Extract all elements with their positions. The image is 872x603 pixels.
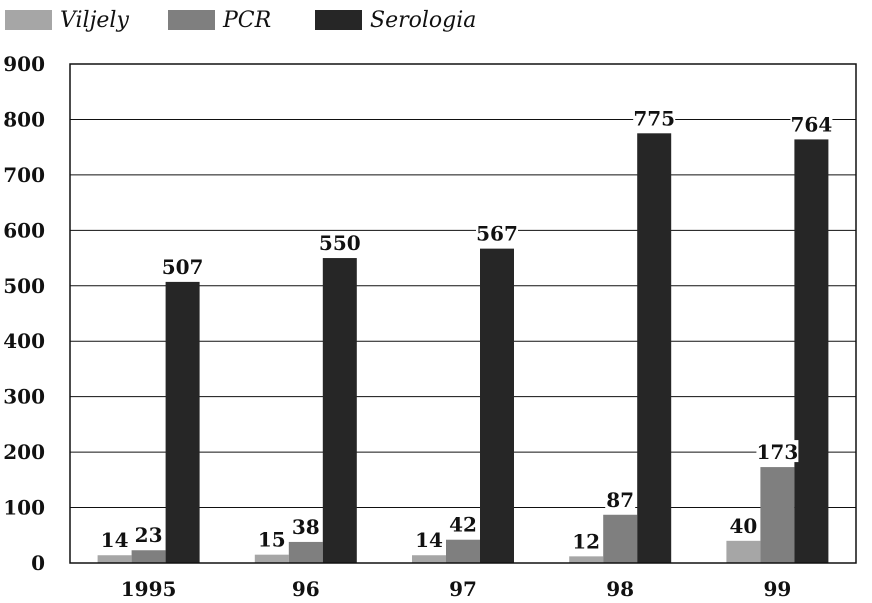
x-tick-label-96: 96 — [292, 577, 320, 601]
data-label-viljely-1995: 14 — [101, 528, 129, 552]
bar-viljely-99 — [726, 540, 761, 563]
bars — [97, 133, 829, 564]
data-label-bg-viljely-1995 — [99, 528, 130, 551]
bar-viljely-98 — [569, 556, 604, 563]
bar-pcr-98 — [603, 514, 638, 563]
data-label-bg-viljely-97 — [414, 528, 444, 551]
legend-label-viljely: Viljely — [60, 8, 129, 33]
legend-swatch-pcr — [168, 10, 215, 30]
data-label-bg-pcr-1995 — [133, 523, 164, 546]
bar-serologia-1995 — [165, 281, 200, 563]
x-tick-label-1995: 1995 — [121, 577, 177, 601]
data-label-serologia-98: 775 — [633, 106, 675, 130]
data-label-bg-serologia-96 — [318, 231, 361, 254]
x-tick-label-99: 99 — [763, 577, 791, 601]
legend-label-pcr: PCR — [222, 8, 271, 33]
data-label-bg-pcr-99 — [756, 440, 799, 463]
plot-frame — [69, 63, 857, 564]
x-axis: 1995 96 97 98 99 — [121, 577, 792, 601]
data-label-viljely-96: 15 — [258, 528, 286, 552]
y-tick-label-400: 400 — [3, 329, 45, 353]
y-axis: 0 100 200 300 400 500 600 700 800 900 — [3, 52, 45, 575]
data-label-bg-serologia-98 — [633, 106, 676, 129]
bar-serologia-97 — [480, 248, 514, 563]
data-label-viljely-98: 12 — [572, 529, 600, 553]
y-tick-label-300: 300 — [3, 385, 45, 409]
data-label-serologia-96: 550 — [319, 231, 361, 255]
data-label-bg-viljely-99 — [728, 513, 759, 536]
y-tick-label-700: 700 — [3, 163, 45, 187]
data-label-serologia-97: 567 — [476, 222, 518, 246]
y-tick-label-800: 800 — [3, 107, 45, 131]
bar-pcr-1995 — [131, 550, 166, 563]
data-label-bg-pcr-98 — [605, 487, 636, 510]
data-label-pcr-96: 38 — [292, 515, 320, 539]
data-label-viljely-97: 14 — [415, 528, 443, 552]
y-tick-label-200: 200 — [3, 440, 45, 464]
legend-swatch-serologia — [315, 10, 362, 30]
data-label-pcr-99: 173 — [757, 440, 799, 464]
data-label-bg-pcr-96 — [290, 514, 321, 537]
bar-serologia-96 — [322, 258, 357, 563]
bar-pcr-96 — [288, 541, 323, 563]
data-label-bg-viljely-96 — [256, 527, 287, 550]
data-label-pcr-97: 42 — [449, 513, 477, 537]
data-label-viljely-99: 40 — [729, 514, 757, 538]
y-tick-label-600: 600 — [3, 218, 45, 242]
y-tick-label-500: 500 — [3, 274, 45, 298]
data-label-bg-serologia-1995 — [161, 254, 204, 277]
data-label-serologia-99: 764 — [791, 112, 833, 136]
bar-viljely-97 — [412, 555, 446, 563]
legend-swatch-viljely — [5, 10, 52, 30]
data-label-bg-serologia-97 — [476, 221, 518, 244]
data-label-pcr-98: 87 — [606, 488, 634, 512]
bar-serologia-98 — [637, 133, 672, 564]
y-tick-label-0: 0 — [31, 551, 45, 575]
data-label-bg-viljely-98 — [571, 529, 602, 552]
bar-pcr-97 — [446, 539, 480, 563]
x-tick-label-98: 98 — [606, 577, 634, 601]
bar-viljely-1995 — [97, 555, 132, 563]
bar-pcr-99 — [760, 467, 795, 563]
legend: Viljely PCR Serologia — [5, 8, 476, 33]
bar-serologia-99 — [794, 139, 829, 563]
y-tick-label-900: 900 — [3, 52, 45, 76]
data-label-bg-serologia-99 — [790, 112, 833, 135]
y-tick-label-100: 100 — [3, 496, 45, 520]
data-label-pcr-1995: 23 — [135, 523, 163, 547]
legend-label-serologia: Serologia — [370, 8, 476, 33]
x-tick-label-97: 97 — [449, 577, 477, 601]
data-label-serologia-1995: 507 — [162, 255, 204, 279]
data-label-bg-pcr-97 — [448, 512, 478, 535]
grid-lines — [70, 118, 856, 509]
bar-viljely-96 — [254, 554, 289, 563]
